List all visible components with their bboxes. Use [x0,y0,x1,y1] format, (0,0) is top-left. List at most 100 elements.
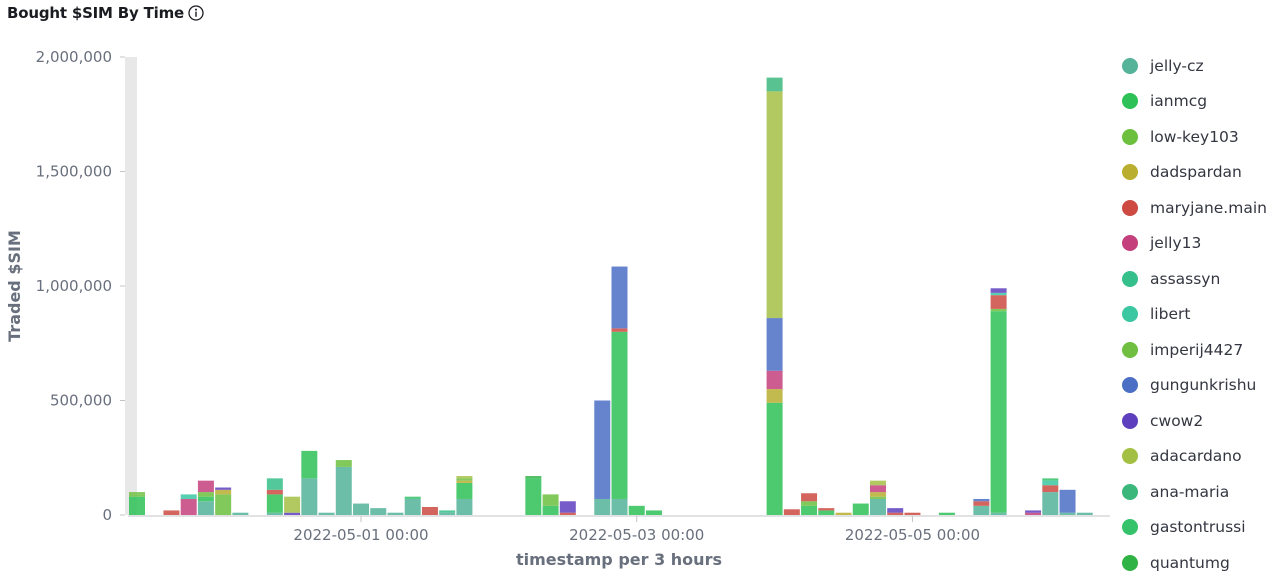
bar-segment[interactable] [301,478,318,515]
bar-segment[interactable] [266,489,283,495]
bar-segment[interactable] [456,478,473,481]
bar-segment[interactable] [869,498,886,515]
bar-segment[interactable] [1042,480,1059,486]
legend-item[interactable]: libert [1122,297,1280,333]
bar-segment[interactable] [232,512,249,515]
legend-item[interactable]: ana-maria [1122,474,1280,510]
bar-segment[interactable] [766,370,783,390]
legend-item[interactable]: dadspardan [1122,155,1280,191]
bar-segment[interactable] [611,328,628,332]
bar-segment[interactable] [266,494,283,513]
bar-segment[interactable] [266,478,283,490]
bar-segment[interactable] [904,512,921,515]
bar-segment[interactable] [197,501,214,515]
bar-segment[interactable] [129,492,145,495]
bar-segment[interactable] [129,494,145,497]
bar-segment[interactable] [973,501,990,506]
bar-segment[interactable] [594,498,611,515]
bar-segment[interactable] [439,510,456,513]
bar-segment[interactable] [525,478,542,515]
bar-segment[interactable] [990,311,1007,513]
bar-segment[interactable] [990,288,1007,293]
bar-segment[interactable] [783,509,800,515]
legend-item[interactable]: gungunkrishu [1122,368,1280,404]
bar-segment[interactable] [990,308,1007,312]
bar-segment[interactable] [542,505,559,515]
bar-segment[interactable] [611,266,628,329]
bar-segment[interactable] [938,512,955,515]
bar-segment[interactable] [180,498,197,515]
bar-segment[interactable] [766,91,783,319]
bar-segment[interactable] [284,496,301,513]
legend-item[interactable]: jelly-cz [1122,48,1280,84]
bar-segment[interactable] [335,460,352,467]
bar-segment[interactable] [766,318,783,371]
bar-segment[interactable] [301,450,318,479]
legend-item[interactable]: maryjane.main [1122,190,1280,226]
bar-segment[interactable] [869,496,886,499]
bar-segment[interactable] [456,482,473,499]
bar-segment[interactable] [1059,489,1076,513]
bar-segment[interactable] [645,510,662,515]
bar-segment[interactable] [1059,512,1076,515]
bar-segment[interactable] [990,295,1007,309]
bar-segment[interactable] [869,485,886,493]
bar-segment[interactable] [766,389,783,403]
info-circle-icon[interactable] [188,5,204,21]
bar-segment[interactable] [197,480,214,493]
bar-segment[interactable] [404,498,421,515]
bar-segment[interactable] [869,480,886,486]
bar-segment[interactable] [559,501,576,513]
legend-item[interactable]: low-key103 [1122,119,1280,155]
bar-segment[interactable] [456,480,473,483]
bar-segment[interactable] [801,493,818,502]
bar-segment[interactable] [818,510,835,515]
legend-item[interactable]: gastontrussi [1122,510,1280,546]
bar-segment[interactable] [1076,512,1093,515]
bar-segment[interactable] [129,496,145,515]
bar-segment[interactable] [973,498,990,502]
bar-segment[interactable] [766,77,783,92]
bar-segment[interactable] [163,510,180,515]
bar-segment[interactable] [318,512,335,515]
bar-segment[interactable] [835,512,852,515]
bar-segment[interactable] [180,494,197,499]
bar-segment[interactable] [801,501,818,506]
legend-item[interactable]: quantumg [1122,545,1280,581]
bar-segment[interactable] [611,498,628,515]
bar-segment[interactable] [525,476,542,479]
bar-segment[interactable] [404,496,421,499]
bar-segment[interactable] [1042,485,1059,493]
bar-segment[interactable] [1042,478,1059,481]
bar-segment[interactable] [284,512,301,515]
bar-segment[interactable] [439,512,456,515]
bar-segment[interactable] [215,489,232,495]
bar-segment[interactable] [215,494,232,515]
bar-segment[interactable] [559,512,576,515]
bar-segment[interactable] [197,492,214,497]
legend-item[interactable]: assassyn [1122,261,1280,297]
legend-item[interactable]: jelly13 [1122,226,1280,262]
legend-item[interactable]: cwow2 [1122,403,1280,439]
bar-segment[interactable] [818,508,835,511]
bar-segment[interactable] [387,512,404,515]
bar-segment[interactable] [335,466,352,515]
bar-segment[interactable] [215,487,232,490]
bar-segment[interactable] [1025,512,1042,515]
bar-segment[interactable] [456,498,473,515]
bar-segment[interactable] [1025,510,1042,513]
bar-segment[interactable] [990,292,1007,296]
bar-segment[interactable] [611,331,628,499]
bar-segment[interactable] [628,505,645,515]
bar-segment[interactable] [421,506,438,515]
bar-segment[interactable] [594,400,611,499]
bar-segment[interactable] [801,505,818,515]
bar-segment[interactable] [1042,492,1059,515]
bar-segment[interactable] [456,476,473,479]
bar-segment[interactable] [990,512,1007,515]
bar-segment[interactable] [869,492,886,497]
bar-segment[interactable] [353,503,370,515]
bar-segment[interactable] [370,508,387,515]
bar-segment[interactable] [542,494,559,506]
bar-segment[interactable] [197,496,214,502]
